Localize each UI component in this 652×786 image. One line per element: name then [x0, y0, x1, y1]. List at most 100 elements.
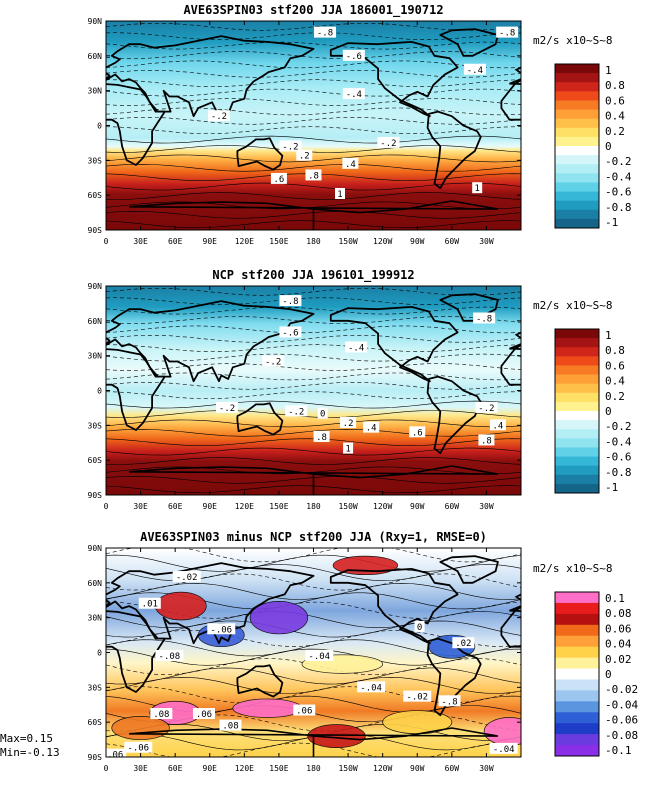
colorbar-swatch — [555, 91, 599, 101]
y-tick-label: 0 — [97, 122, 102, 131]
anomaly-region — [156, 592, 207, 620]
y-tick-label: 30S — [88, 421, 103, 430]
contour-label: -.06 — [127, 744, 149, 754]
contour-label: 1 — [337, 190, 342, 200]
contour-label: .01 — [142, 600, 158, 610]
colorbar-label: 1 — [605, 64, 612, 77]
contour-label: 0 — [320, 410, 325, 420]
x-tick-label: 90W — [410, 237, 425, 246]
x-tick-label: 120E — [235, 764, 254, 773]
colorbar-swatch — [555, 466, 599, 476]
panel-3: AVE63SPIN03 minus NCP stf200 JJA (Rxy=1,… — [0, 530, 652, 773]
y-tick-label: 30N — [88, 352, 103, 361]
colorbar-swatch — [555, 210, 599, 220]
x-tick-label: 60E — [168, 502, 183, 511]
colorbar-label: -0.1 — [605, 744, 632, 757]
y-tick-label: 90S — [88, 753, 103, 762]
contour-label: -.4 — [467, 66, 483, 76]
contour-label: .08 — [153, 710, 169, 720]
y-tick-label: 30S — [88, 683, 103, 692]
colorbar-swatch — [555, 146, 599, 156]
contour-label: -.02 — [176, 573, 198, 583]
x-tick-label: 120E — [235, 502, 254, 511]
colorbar-swatch — [555, 393, 599, 403]
colorbar-label: 0.08 — [605, 607, 632, 620]
x-tick-label: 120W — [373, 237, 392, 246]
anomaly-region — [484, 718, 535, 746]
contour-label: -.04 — [308, 652, 330, 662]
contour-label: 0 — [417, 623, 422, 633]
x-tick-label: 90E — [203, 237, 218, 246]
y-tick-label: 60S — [88, 191, 103, 200]
y-tick-label: 90N — [88, 17, 103, 26]
contour-label: -.2 — [380, 139, 396, 149]
colorbar-swatch — [555, 614, 599, 625]
x-tick-label: 60W — [445, 764, 460, 773]
field-fill — [106, 21, 521, 230]
x-tick-label: 150E — [269, 237, 288, 246]
y-tick-label: 60S — [88, 718, 103, 727]
y-tick-label: 0 — [97, 387, 102, 396]
colorbar-label: 1 — [605, 329, 612, 342]
panel-title: NCP stf200 JJA 196101_199912 — [212, 268, 414, 283]
colorbar-swatch — [555, 658, 599, 669]
colorbar-label: 0.04 — [605, 638, 632, 651]
contour-label: -.2 — [288, 407, 304, 417]
colorbar-swatch — [555, 484, 599, 494]
colorbar-swatch — [555, 701, 599, 712]
contour-label: -.04 — [493, 745, 515, 755]
colorbar-swatch — [555, 669, 599, 680]
contour-label: .08 — [222, 722, 238, 732]
contour-label: .6 — [273, 175, 284, 185]
x-tick-label: 30E — [133, 502, 148, 511]
panel-title: AVE63SPIN03 stf200 JJA 186001_190712 — [183, 3, 443, 18]
colorbar-label: 0.2 — [605, 390, 625, 403]
colorbar-swatch — [555, 356, 599, 366]
x-tick-label: 0 — [104, 502, 109, 511]
colorbar-swatch — [555, 647, 599, 658]
y-tick-label: 0 — [97, 649, 102, 658]
colorbar-label: 0.4 — [605, 110, 625, 123]
colorbar-swatch — [555, 82, 599, 92]
x-tick-label: 60E — [168, 237, 183, 246]
colorbar-swatch — [555, 100, 599, 110]
contour-label: -.8 — [282, 297, 298, 307]
contour-label: 1 — [345, 445, 350, 455]
colorbar-swatch — [555, 375, 599, 385]
colorbar-label: -0.4 — [605, 435, 632, 448]
contour-label: -.08 — [159, 652, 181, 662]
colorbar-swatch — [555, 73, 599, 83]
panel-2: NCP stf200 JJA 196101_199912-.8-.6-.4-.2… — [86, 268, 652, 511]
colorbar-swatch — [555, 475, 599, 485]
contour-label: .06 — [196, 710, 212, 720]
min-label: Min=-0.13 — [0, 746, 60, 759]
colorbar-swatch — [555, 625, 599, 636]
y-tick-label: 60N — [88, 52, 103, 61]
colorbar-label: -0.02 — [605, 683, 638, 696]
x-tick-label: 180 — [306, 764, 321, 773]
contour-label: -.02 — [406, 693, 428, 703]
anomaly-region — [233, 699, 302, 718]
x-tick-label: 150W — [338, 502, 357, 511]
panel-title: AVE63SPIN03 minus NCP stf200 JJA (Rxy=1,… — [140, 530, 487, 544]
colorbar-swatch — [555, 745, 599, 756]
colorbar-label: 0.6 — [605, 359, 625, 372]
contour-label: -.4 — [348, 344, 364, 354]
y-tick-label: 30N — [88, 614, 103, 623]
colorbar-swatch — [555, 219, 599, 229]
contour-label: -.8 — [499, 29, 515, 39]
y-tick-label: 90S — [88, 226, 103, 235]
colorbar-label: 0.02 — [605, 653, 632, 666]
colorbar-label: -0.06 — [605, 714, 638, 727]
panel-1: AVE63SPIN03 stf200 JJA 186001_190712 -.8 -… — [86, 3, 652, 246]
x-tick-label: 180 — [306, 237, 321, 246]
colorbar-label: 0.6 — [605, 94, 625, 107]
contour-label: .02 — [455, 639, 471, 649]
colorbar-label: 0 — [605, 140, 612, 153]
colorbar-label: 0.1 — [605, 592, 625, 605]
colorbar-swatch — [555, 457, 599, 467]
max-label: Max=0.15 — [0, 732, 53, 745]
y-tick-label: 60N — [88, 317, 103, 326]
colorbar-swatch — [555, 64, 599, 74]
contour-label: .4 — [366, 424, 377, 434]
